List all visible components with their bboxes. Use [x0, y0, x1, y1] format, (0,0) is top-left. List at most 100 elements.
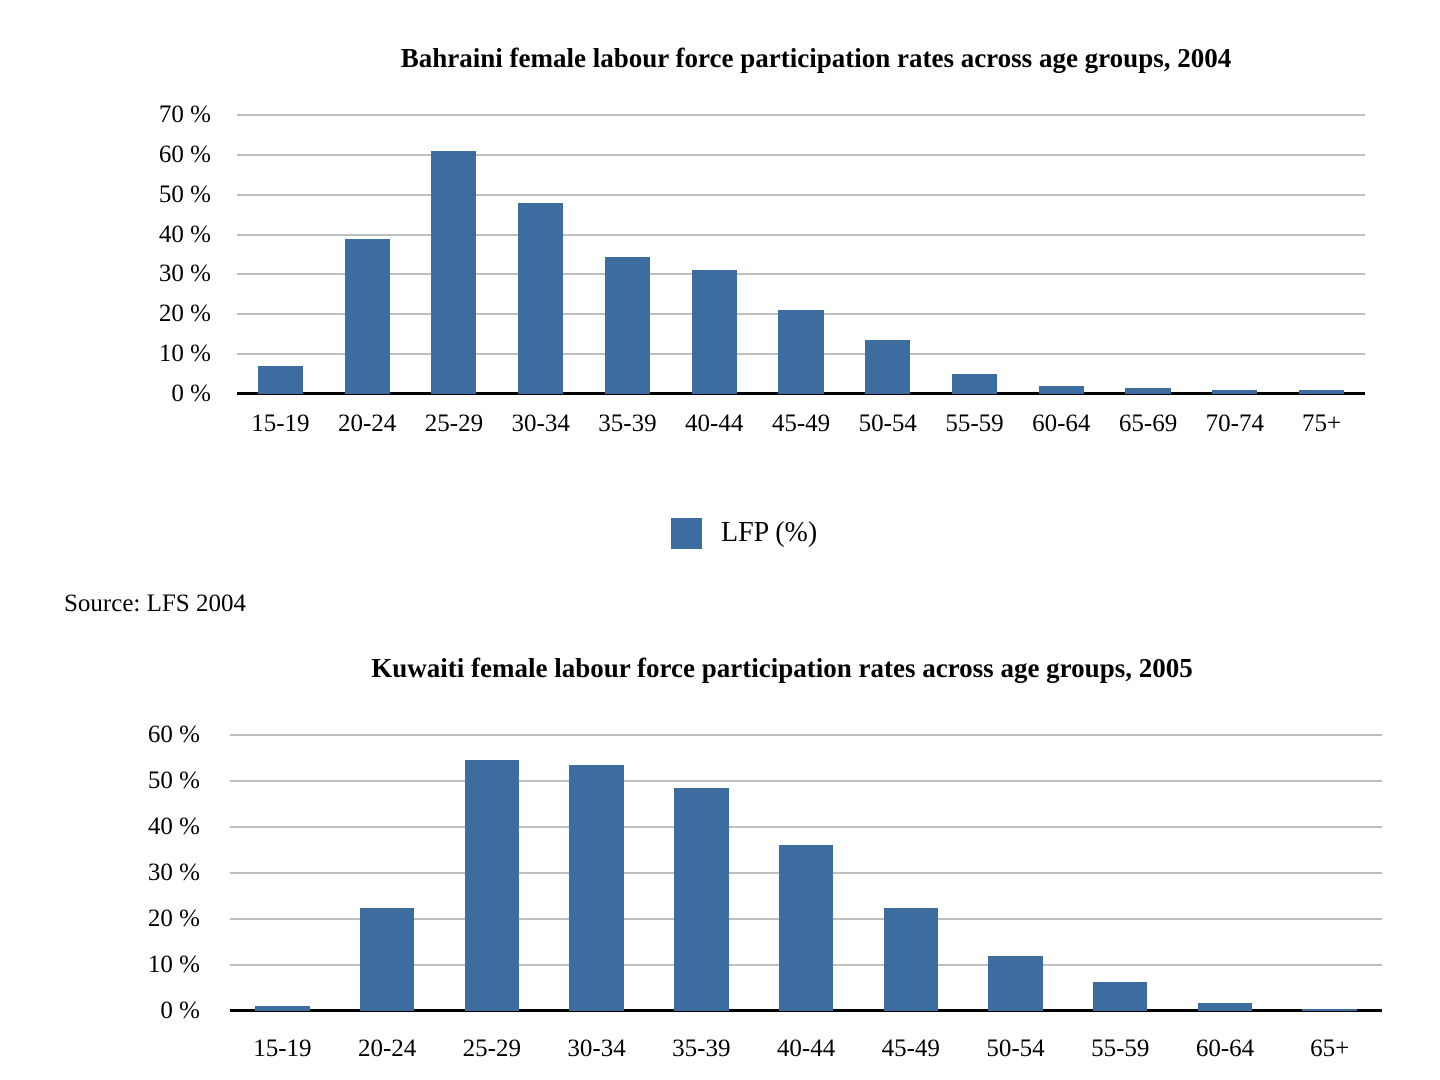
kuwait-lfp-bar-chart: Kuwaiti female labour force participatio… [148, 653, 1382, 1062]
bar-slot [544, 735, 649, 1011]
bar-slot [963, 735, 1068, 1011]
y-tick-label: 40 % [158, 220, 211, 248]
bar-30-34 [518, 202, 564, 394]
x-tick-label: 40-44 [685, 410, 744, 437]
bar-slot [649, 735, 754, 1011]
bar-slot [237, 115, 324, 394]
x-tick-label: 60-64 [1195, 1035, 1255, 1062]
bar-50-54 [988, 955, 1043, 1011]
y-tick-label: 30 % [158, 260, 211, 288]
legend: LFP (%) [671, 516, 817, 550]
y-tick-label: 50 % [158, 180, 211, 208]
y-tick-label: 50 % [147, 766, 200, 794]
bar-70-74 [1212, 390, 1258, 394]
x-tick-label: 75+ [1302, 410, 1342, 437]
bar-55-59 [1093, 982, 1148, 1011]
y-axis-tick-labels: 70 % 60 % 50 % 40 % 30 % 20 % 10 % 0 % [81, 101, 211, 407]
bahrain-lfp-bar-chart: Bahraini female labour force participati… [159, 43, 1365, 437]
bar-15-19 [255, 1006, 310, 1011]
x-tick-label: 35-39 [672, 1035, 731, 1062]
bar-slot [497, 115, 584, 394]
y-tick-label: 60 % [147, 721, 200, 748]
bar-slot [1068, 735, 1173, 1011]
gridline [237, 233, 1365, 236]
bar-slot [335, 735, 440, 1011]
y-tick-label: 10 % [158, 340, 211, 368]
bar-45-49 [883, 907, 938, 1011]
bar-slot [584, 115, 671, 394]
gridline [237, 273, 1365, 276]
x-tick-label: 55-59 [1091, 1035, 1150, 1062]
x-tick-label: 70-74 [1205, 410, 1264, 437]
bar-slot [1191, 115, 1278, 394]
bar-45-49 [778, 310, 824, 394]
bar-65+ [1302, 1009, 1357, 1011]
x-tick-label: 60-64 [1032, 410, 1091, 437]
bar-slot [671, 115, 758, 394]
bar-series [237, 115, 1365, 394]
bar-slot [1018, 115, 1105, 394]
x-tick-label: 65+ [1310, 1035, 1350, 1062]
legend-label: LFP (%) [721, 517, 818, 548]
x-tick-label: 45-49 [881, 1035, 940, 1062]
bar-slot [230, 735, 335, 1011]
bar-slot [411, 115, 498, 394]
bar-20-24 [344, 238, 390, 394]
bar-30-34 [569, 764, 624, 1011]
y-tick-label: 20 % [158, 300, 211, 328]
x-tick-label: 20-24 [337, 410, 397, 437]
x-tick-label: 50-54 [986, 1035, 1045, 1062]
chart-title: Bahraini female labour force participati… [400, 43, 1232, 73]
bar-slot [1173, 735, 1278, 1011]
y-tick-label: 30 % [147, 859, 200, 886]
y-tick-label: 0 % [160, 997, 200, 1024]
bar-50-54 [865, 340, 911, 394]
source-note: Source: LFS 2004 [64, 590, 246, 617]
bar-slot [931, 115, 1018, 394]
bar-40-44 [778, 845, 834, 1011]
y-tick-label: 60 % [158, 140, 211, 168]
y-tick-label: 0 % [171, 380, 211, 407]
bar-20-24 [359, 907, 415, 1011]
bar-series [230, 735, 1382, 1011]
bar-slot [1277, 735, 1382, 1011]
bar-slot [1105, 115, 1192, 394]
x-tick-label: 40-44 [776, 1035, 836, 1062]
x-tick-label: 50-54 [858, 410, 917, 437]
y-tick-label: 70 % [158, 101, 211, 128]
gridline [237, 153, 1365, 156]
bar-35-39 [604, 256, 650, 394]
chart-title: Kuwaiti female labour force participatio… [371, 653, 1193, 683]
gridline [230, 825, 1382, 828]
x-axis-tick-labels: 15-19 20-24 25-29 30-34 35-39 40-44 45-49 50-54… [230, 1033, 1382, 1065]
x-tick-label: 65-69 [1118, 410, 1178, 437]
bar-35-39 [674, 787, 729, 1011]
x-tick-label: 15-19 [253, 1035, 312, 1062]
bar-25-29 [464, 760, 520, 1011]
y-tick-label: 20 % [147, 904, 200, 932]
x-tick-label: 25-29 [424, 410, 484, 437]
legend-swatch [671, 517, 702, 549]
bar-55-59 [951, 374, 998, 394]
bar-60-64 [1038, 386, 1084, 394]
gridline [237, 114, 1365, 116]
bar-slot [324, 115, 411, 394]
x-tick-label: 45-49 [771, 410, 831, 437]
gridline [237, 193, 1365, 196]
bar-slot [858, 735, 963, 1011]
bar-75+ [1299, 390, 1345, 394]
x-tick-label: 35-39 [598, 410, 657, 437]
bar-slot [439, 735, 544, 1011]
bar-15-19 [257, 366, 303, 394]
x-tick-label: 20-24 [357, 1035, 417, 1062]
x-tick-label: 15-19 [251, 410, 310, 437]
bar-40-44 [691, 270, 737, 394]
x-tick-label: 30-34 [567, 1035, 626, 1062]
x-tick-label: 30-34 [511, 410, 570, 437]
y-tick-label: 40 % [147, 812, 200, 840]
bar-slot [758, 115, 845, 394]
x-axis-tick-labels: 15-19 20-24 25-29 30-34 35-39 40-44 45-49 50-54… [237, 408, 1365, 440]
x-tick-label: 25-29 [462, 1035, 521, 1062]
y-axis-tick-labels: 60 % 50 % 40 % 30 % 20 % 10 % 0 % [70, 721, 200, 1024]
